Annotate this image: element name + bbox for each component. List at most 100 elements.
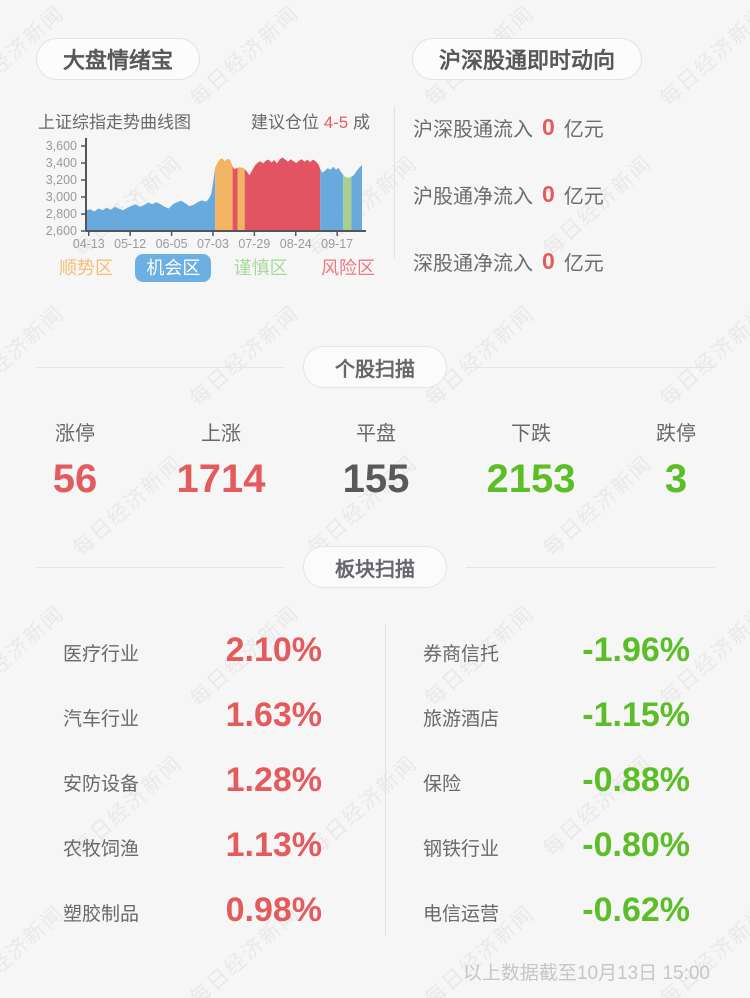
sector-value: -1.96% <box>582 631 690 669</box>
divider-line <box>466 566 715 568</box>
sector-value: -0.88% <box>582 761 690 799</box>
chart-title: 上证综指走势曲线图 <box>38 113 191 132</box>
svg-text:2,800: 2,800 <box>46 207 77 221</box>
stat-value: 2153 <box>486 457 576 501</box>
watermark-text: 每日经济新闻 <box>656 1 750 111</box>
section-title-sectors-label: 板块扫描 <box>335 558 415 581</box>
chart-zone-area <box>86 167 216 231</box>
divider-line <box>35 566 284 568</box>
sector-value: 2.10% <box>225 631 322 669</box>
advice-suffix: 成 <box>353 113 370 132</box>
panel-title-sentiment: 大盘情绪宝 <box>36 38 201 80</box>
connect-row-label: 沪股通净流入 <box>413 185 533 208</box>
sector-value: 1.63% <box>225 696 322 734</box>
chart-zone-area <box>232 166 238 231</box>
stat-unchanged: 平盘 155 <box>343 422 410 501</box>
chart-zone-area <box>343 174 352 231</box>
sector-label: 汽车行业 <box>63 709 140 730</box>
svg-text:07-03: 07-03 <box>197 237 229 251</box>
svg-text:05-12: 05-12 <box>114 237 146 251</box>
stat-limit-down: 跌停 3 <box>656 422 696 501</box>
advice-value: 4-5 <box>323 113 349 132</box>
connect-row-sh: 沪股通净流入 0 亿元 <box>413 179 604 209</box>
position-advice: 建议仓位 4-5 成 <box>251 108 370 133</box>
divider-line <box>466 366 715 368</box>
sector-label: 钢铁行业 <box>423 839 500 860</box>
chart-zone-area <box>244 157 321 231</box>
sector-label: 农牧饲渔 <box>63 839 140 860</box>
stat-advancing: 上涨 1714 <box>177 422 266 501</box>
connect-row-unit: 亿元 <box>563 185 604 208</box>
stat-value: 56 <box>52 457 98 501</box>
vertical-divider-sectors <box>385 624 386 936</box>
connect-row-label: 深股通净流入 <box>413 252 533 275</box>
svg-text:07-29: 07-29 <box>238 237 270 251</box>
svg-text:09-17: 09-17 <box>321 237 353 251</box>
legend-item-c: 谨慎区 <box>233 258 288 278</box>
svg-text:2,600: 2,600 <box>46 224 77 238</box>
divider-line <box>35 366 284 368</box>
svg-text:3,400: 3,400 <box>46 156 77 170</box>
legend-item-o: 机会区 <box>135 254 212 282</box>
sector-value: -1.15% <box>582 696 690 734</box>
data-cutoff-note: 以上数据截至10月13日 15:00 <box>462 963 710 984</box>
sector-value: 0.98% <box>225 891 322 929</box>
sector-row: 农牧饲渔 1.13% 钢铁行业 -0.80% <box>0 823 750 867</box>
sector-label: 塑胶制品 <box>63 904 140 925</box>
svg-text:04-13: 04-13 <box>73 237 105 251</box>
panel-title-sentiment-label: 大盘情绪宝 <box>63 48 174 73</box>
chart-zone-area <box>320 166 344 231</box>
section-title-sectors: 板块扫描 <box>303 546 447 588</box>
stat-value: 155 <box>342 457 410 501</box>
stat-label: 上涨 <box>200 423 241 445</box>
stat-declining: 下跌 2153 <box>487 422 576 501</box>
section-divider-sectors: 板块扫描 <box>35 546 715 588</box>
stat-label: 涨停 <box>55 423 95 445</box>
section-title-stocks-label: 个股扫描 <box>335 358 415 381</box>
svg-text:08-24: 08-24 <box>280 237 312 251</box>
advice-prefix: 建议仓位 <box>250 113 319 132</box>
connect-row-unit: 亿元 <box>563 118 604 141</box>
legend-item-r: 风险区 <box>320 258 375 278</box>
sector-row: 安防设备 1.28% 保险 -0.88% <box>0 758 750 802</box>
chart-zone-area <box>215 158 233 231</box>
sector-value: -0.80% <box>582 826 690 864</box>
sentiment-chart: 2,600 2,800 3,000 3,200 3,400 3,600 04-13 05-12… <box>46 138 366 251</box>
stat-label: 下跌 <box>510 423 551 445</box>
stat-value: 1714 <box>176 457 266 501</box>
svg-text:3,200: 3,200 <box>46 173 77 187</box>
stat-label: 跌停 <box>656 423 696 445</box>
stat-limit-up: 涨停 56 <box>53 422 98 501</box>
connect-row-sz: 深股通净流入 0 亿元 <box>413 246 604 276</box>
svg-text:3,600: 3,600 <box>46 139 77 153</box>
section-divider-stocks: 个股扫描 <box>35 346 715 388</box>
sector-value: -0.62% <box>582 891 690 929</box>
sector-row: 医疗行业 2.10% 券商信托 -1.96% <box>0 628 750 672</box>
legend-item-t: 顺势区 <box>59 258 113 278</box>
chart-header: 上证综指走势曲线图 建议仓位 4-5 成 <box>38 108 370 133</box>
stat-value: 3 <box>664 457 688 501</box>
svg-text:06-05: 06-05 <box>156 237 188 251</box>
sector-label: 电信运营 <box>423 904 500 925</box>
svg-text:3,000: 3,000 <box>46 190 77 204</box>
stat-label: 平盘 <box>356 423 396 445</box>
sector-label: 旅游酒店 <box>423 709 500 730</box>
panel-title-connect: 沪深股通即时动向 <box>412 38 643 80</box>
chart-legend: 顺势区 机会区 谨慎区 风险区 <box>48 253 386 283</box>
section-title-stocks: 个股扫描 <box>303 346 447 388</box>
connect-row-total: 沪深股通流入 0 亿元 <box>413 112 604 142</box>
connect-row-label: 沪深股通流入 <box>413 118 533 141</box>
sector-label: 医疗行业 <box>63 644 140 665</box>
watermark-text: 每日经济新闻 <box>186 1 304 111</box>
sector-label: 保险 <box>423 774 462 795</box>
panel-title-connect-label: 沪深股通即时动向 <box>439 48 616 73</box>
connect-row-value: 0 <box>542 180 555 207</box>
chart-zone-area <box>237 167 245 231</box>
sector-label: 券商信托 <box>423 644 500 665</box>
connect-row-unit: 亿元 <box>563 252 604 275</box>
sector-value: 1.13% <box>225 826 322 864</box>
sector-label: 安防设备 <box>63 774 140 795</box>
vertical-divider-top <box>394 106 395 258</box>
connect-row-value: 0 <box>542 247 555 274</box>
